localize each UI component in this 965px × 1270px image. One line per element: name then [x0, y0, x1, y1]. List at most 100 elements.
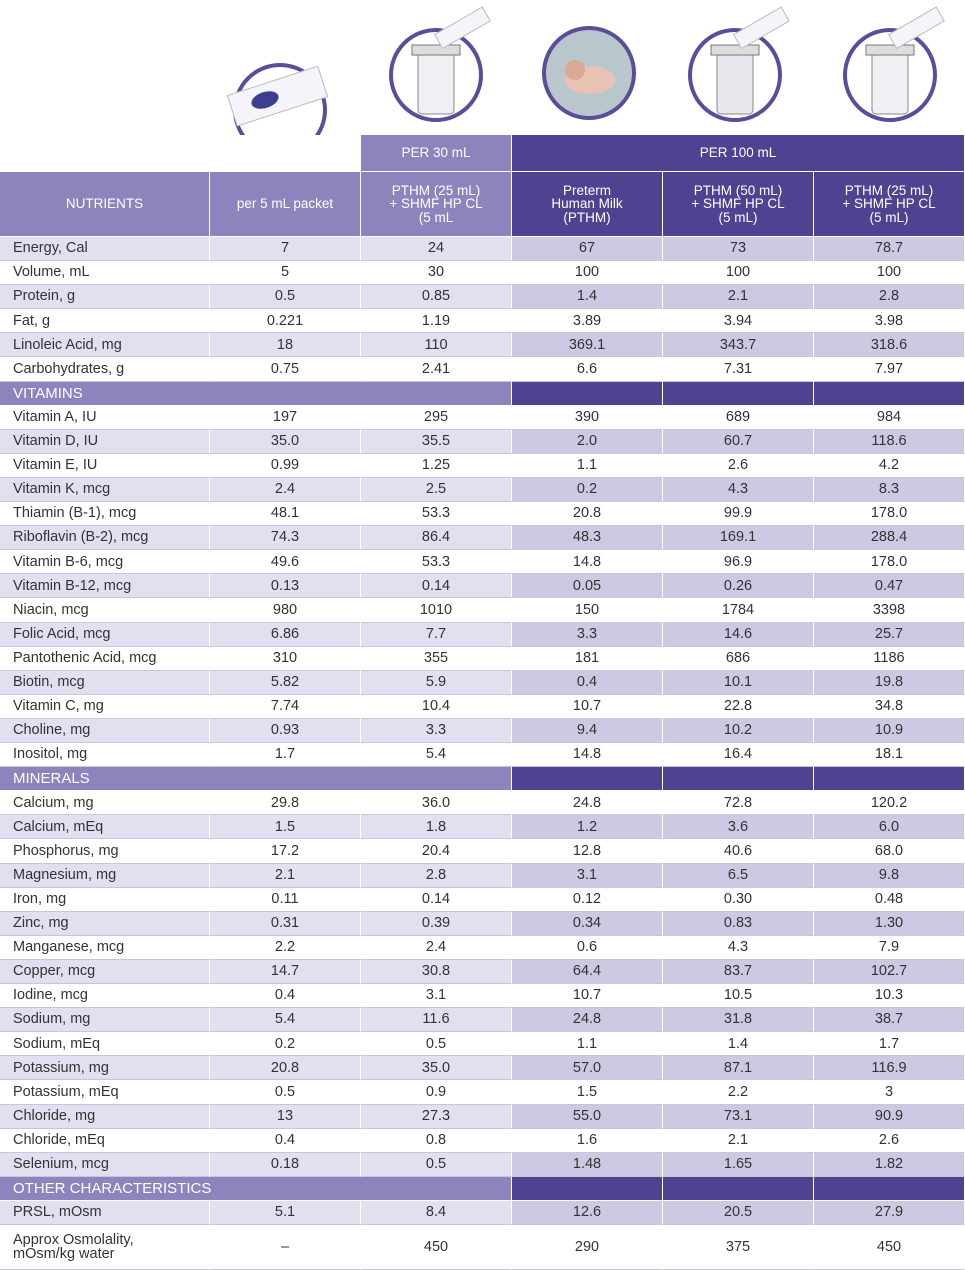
value-cell: 73.1: [663, 1104, 814, 1129]
value-cell: 10.4: [361, 694, 512, 719]
row-label: Vitamin K, mcg: [0, 478, 210, 503]
value-cell: 12.6: [512, 1201, 663, 1226]
value-cell: 22.8: [663, 694, 814, 719]
value-cell: 68.0: [814, 839, 965, 864]
row-label: Carbohydrates, g: [0, 357, 210, 382]
value-cell: 74.3: [210, 526, 361, 551]
value-cell: 1186: [814, 646, 965, 671]
value-cell: 7.9: [814, 935, 965, 960]
value-cell: 689: [663, 405, 814, 430]
row-label: Energy, Cal: [0, 237, 210, 262]
value-cell: 0.48: [814, 887, 965, 912]
value-cell: 2.4: [361, 935, 512, 960]
value-cell: 197: [210, 405, 361, 430]
row-label: Sodium, mg: [0, 1008, 210, 1033]
row-label: Phosphorus, mg: [0, 839, 210, 864]
value-cell: 1.48: [512, 1152, 663, 1177]
value-cell: 35.0: [361, 1056, 512, 1081]
cup-icon: [688, 6, 790, 122]
value-cell: 4.2: [814, 453, 965, 478]
value-cell: 6.0: [814, 815, 965, 840]
row-label: Linoleic Acid, mg: [0, 333, 210, 358]
value-cell: 14.6: [663, 622, 814, 647]
value-cell: 178.0: [814, 550, 965, 575]
value-cell: 30: [361, 261, 512, 286]
value-cell: 64.4: [512, 960, 663, 985]
section-header: VITAMINS: [0, 381, 512, 406]
section-band: [814, 381, 965, 406]
value-cell: 116.9: [814, 1056, 965, 1081]
value-cell: 27.3: [361, 1104, 512, 1129]
value-cell: 1.4: [512, 285, 663, 310]
value-cell: 2.41: [361, 357, 512, 382]
value-cell: 5: [210, 261, 361, 286]
value-cell: 980: [210, 598, 361, 623]
value-cell: 2.2: [663, 1080, 814, 1105]
value-cell: 984: [814, 405, 965, 430]
value-cell: 100: [814, 261, 965, 286]
value-cell: 7: [210, 237, 361, 262]
row-label: Magnesium, mg: [0, 863, 210, 888]
value-cell: 1.4: [663, 1032, 814, 1057]
value-cell: 0.6: [512, 935, 663, 960]
value-cell: 38.7: [814, 1008, 965, 1033]
value-cell: 60.7: [663, 429, 814, 454]
value-cell: 150: [512, 598, 663, 623]
column-header: per 5 mL packet: [210, 172, 361, 237]
row-label: Niacin, mcg: [0, 598, 210, 623]
value-cell: 0.39: [361, 911, 512, 936]
value-cell: 1.1: [512, 453, 663, 478]
row-label: Potassium, mg: [0, 1056, 210, 1081]
value-cell: 14.8: [512, 550, 663, 575]
row-label: Folic Acid, mcg: [0, 622, 210, 647]
value-cell: 3.6: [663, 815, 814, 840]
value-cell: 3398: [814, 598, 965, 623]
group-header: PER 100 mL: [512, 135, 965, 172]
row-label: Vitamin E, IU: [0, 453, 210, 478]
section-band: [663, 767, 814, 792]
row-label: Vitamin D, IU: [0, 429, 210, 454]
value-cell: 20.5: [663, 1201, 814, 1226]
value-cell: 0.12: [512, 887, 663, 912]
value-cell: 1.6: [512, 1128, 663, 1153]
value-cell: 1.7: [210, 743, 361, 768]
row-label: Selenium, mcg: [0, 1152, 210, 1177]
section-band: [663, 1176, 814, 1201]
value-cell: 0.4: [210, 1128, 361, 1153]
value-cell: –: [210, 1225, 361, 1270]
value-cell: 17.2: [210, 839, 361, 864]
value-cell: 0.2: [512, 478, 663, 503]
value-cell: 8.4: [361, 1201, 512, 1226]
value-cell: 0.9: [361, 1080, 512, 1105]
value-cell: 3.3: [512, 622, 663, 647]
value-cell: 6.5: [663, 863, 814, 888]
value-cell: 36.0: [361, 791, 512, 816]
column-header: NUTRIENTS: [0, 172, 210, 237]
value-cell: 3.3: [361, 719, 512, 744]
value-cell: 7.97: [814, 357, 965, 382]
value-cell: 100: [512, 261, 663, 286]
row-label: Zinc, mg: [0, 911, 210, 936]
value-cell: 6.6: [512, 357, 663, 382]
value-cell: 318.6: [814, 333, 965, 358]
value-cell: 0.34: [512, 911, 663, 936]
value-cell: 110: [361, 333, 512, 358]
value-cell: 1.7: [814, 1032, 965, 1057]
value-cell: 288.4: [814, 526, 965, 551]
value-cell: 55.0: [512, 1104, 663, 1129]
value-cell: 10.7: [512, 984, 663, 1009]
value-cell: 1.82: [814, 1152, 965, 1177]
value-cell: 12.8: [512, 839, 663, 864]
group-header: PER 30 mL: [361, 135, 512, 172]
row-label: Fat, g: [0, 309, 210, 334]
value-cell: 78.7: [814, 237, 965, 262]
value-cell: 0.5: [210, 1080, 361, 1105]
row-label: Copper, mcg: [0, 960, 210, 985]
value-cell: 4.3: [663, 478, 814, 503]
value-cell: 48.1: [210, 502, 361, 527]
value-cell: 24.8: [512, 1008, 663, 1033]
value-cell: 87.1: [663, 1056, 814, 1081]
value-cell: 686: [663, 646, 814, 671]
row-label: Calcium, mg: [0, 791, 210, 816]
value-cell: 375: [663, 1225, 814, 1270]
